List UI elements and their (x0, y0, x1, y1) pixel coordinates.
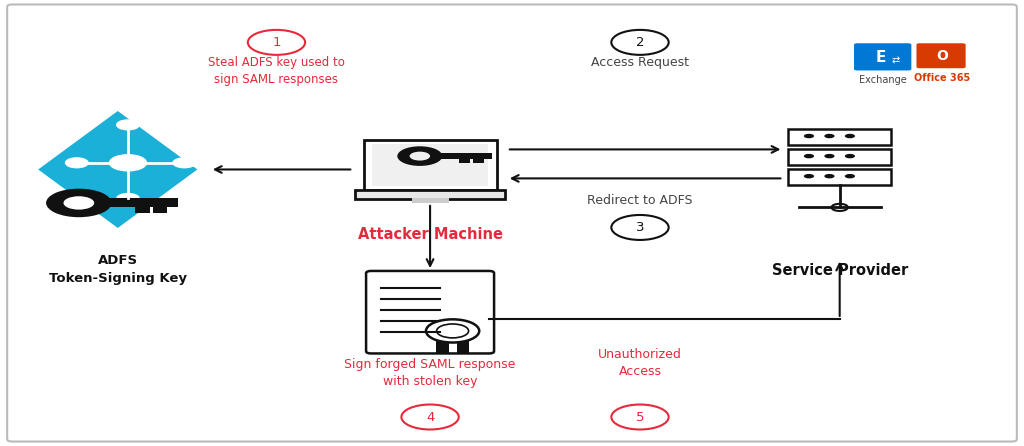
Circle shape (611, 405, 669, 429)
Text: 5: 5 (636, 410, 644, 424)
FancyBboxPatch shape (457, 341, 469, 354)
Text: Sign forged SAML response
with stolen key: Sign forged SAML response with stolen ke… (344, 358, 516, 388)
Circle shape (248, 30, 305, 55)
FancyBboxPatch shape (372, 144, 488, 186)
Circle shape (804, 154, 814, 158)
Circle shape (824, 154, 835, 158)
FancyBboxPatch shape (788, 169, 891, 185)
Text: Access Request: Access Request (591, 56, 689, 69)
Text: ADFS
Token-Signing Key: ADFS Token-Signing Key (49, 254, 186, 285)
Circle shape (401, 405, 459, 429)
FancyBboxPatch shape (135, 207, 150, 213)
Circle shape (824, 134, 835, 138)
FancyBboxPatch shape (788, 149, 891, 165)
Circle shape (66, 158, 88, 168)
FancyBboxPatch shape (916, 43, 966, 68)
Text: O: O (936, 49, 948, 63)
Text: Attacker Machine: Attacker Machine (357, 227, 503, 243)
Circle shape (410, 152, 430, 161)
FancyBboxPatch shape (459, 159, 470, 163)
FancyBboxPatch shape (854, 43, 911, 70)
Circle shape (173, 158, 196, 168)
Circle shape (63, 196, 94, 210)
Circle shape (426, 319, 479, 343)
Text: Unauthorized
Access: Unauthorized Access (598, 348, 682, 378)
Circle shape (845, 134, 855, 138)
Text: Steal ADFS key used to
sign SAML responses: Steal ADFS key used to sign SAML respons… (208, 56, 345, 86)
Circle shape (804, 134, 814, 138)
Circle shape (117, 194, 139, 203)
FancyBboxPatch shape (101, 198, 178, 207)
FancyBboxPatch shape (436, 341, 449, 354)
Circle shape (845, 154, 855, 158)
Circle shape (117, 120, 139, 130)
FancyBboxPatch shape (7, 4, 1017, 442)
Text: ⇄: ⇄ (892, 55, 900, 65)
Circle shape (831, 204, 848, 211)
FancyBboxPatch shape (364, 140, 497, 190)
FancyBboxPatch shape (473, 159, 484, 163)
FancyBboxPatch shape (355, 190, 505, 199)
Text: Exchange: Exchange (859, 75, 906, 85)
FancyBboxPatch shape (435, 153, 492, 159)
Polygon shape (36, 109, 200, 230)
Circle shape (110, 155, 146, 171)
FancyBboxPatch shape (367, 271, 494, 353)
Circle shape (824, 174, 835, 178)
FancyBboxPatch shape (412, 198, 449, 203)
Circle shape (397, 146, 442, 166)
Text: 2: 2 (636, 36, 644, 49)
Circle shape (611, 30, 669, 55)
Text: 1: 1 (272, 36, 281, 49)
FancyBboxPatch shape (788, 129, 891, 145)
Circle shape (804, 174, 814, 178)
Circle shape (46, 189, 112, 217)
FancyBboxPatch shape (153, 207, 167, 213)
Circle shape (611, 215, 669, 240)
Text: E: E (876, 50, 886, 65)
Text: 4: 4 (426, 410, 434, 424)
Circle shape (845, 174, 855, 178)
Text: Redirect to ADFS: Redirect to ADFS (587, 194, 693, 207)
Text: Service Provider: Service Provider (771, 263, 908, 278)
Circle shape (436, 324, 469, 338)
Text: 3: 3 (636, 221, 644, 234)
Text: Office 365: Office 365 (914, 73, 970, 83)
